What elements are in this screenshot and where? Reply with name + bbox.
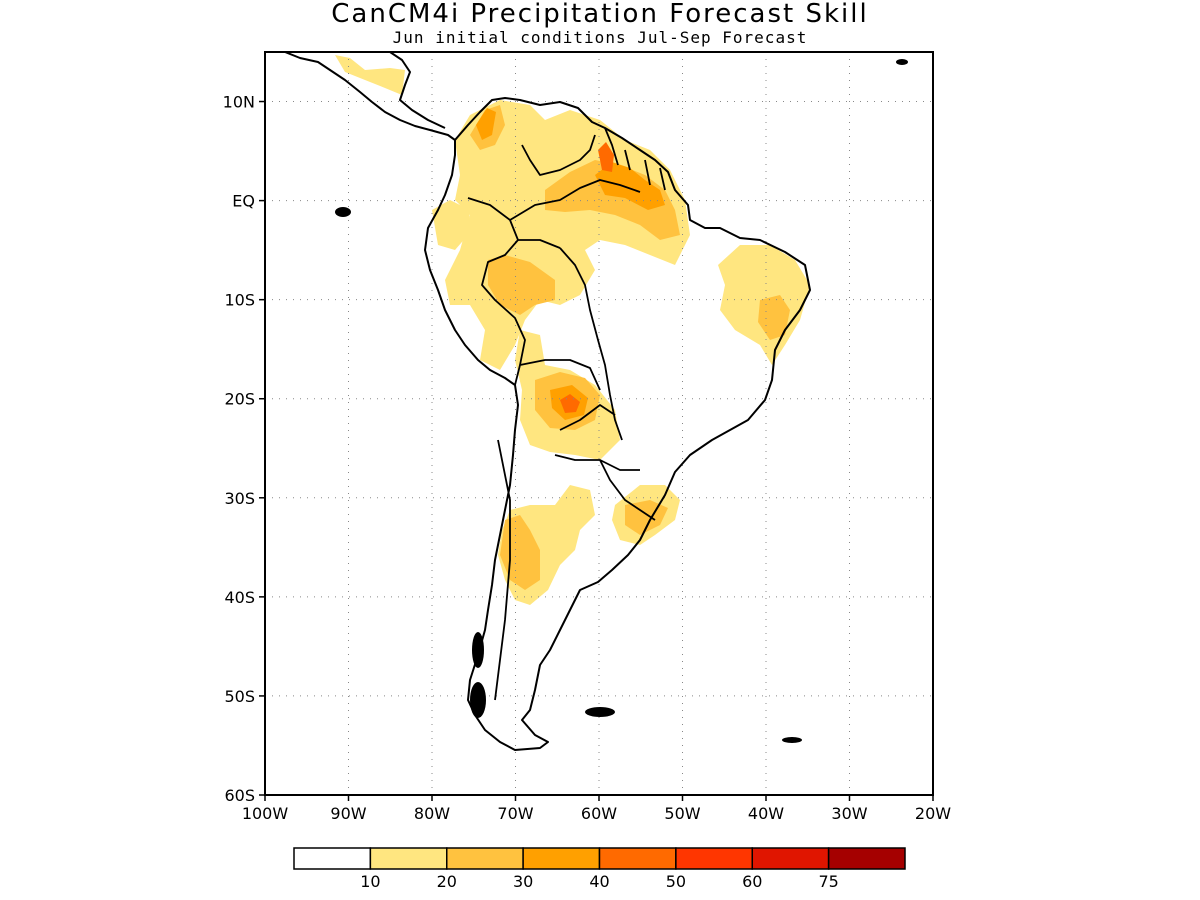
chart-subtitle: Jun initial conditions Jul-Sep Forecast	[392, 28, 808, 47]
colorbar-swatch	[827, 847, 906, 870]
colorbar: 10 20 30 40 50 60 75	[293, 847, 906, 891]
skill-region-guianas-l4	[598, 142, 614, 172]
colorbar-label: 30	[513, 872, 533, 891]
skill-region-ecuador	[432, 200, 470, 250]
colorbar-swatch	[675, 847, 753, 870]
colorbar-swatch	[369, 847, 448, 870]
colorbar-swatch	[751, 847, 830, 870]
colorbar-swatch	[522, 847, 601, 870]
country-borders	[467, 127, 666, 701]
longitude-axis: 100W 90W 80W 70W 60W 50W 40W 30W 20W	[242, 795, 951, 823]
skill-region-guianas-l2	[545, 160, 680, 240]
colorbar-swatch	[293, 847, 372, 870]
colorbar-label: 60	[742, 872, 762, 891]
lon-tick-label: 90W	[330, 804, 366, 823]
lon-tick-label: 50W	[664, 804, 700, 823]
lon-tick-label: 30W	[831, 804, 867, 823]
latitude-axis: 10N EQ 10S 20S 30S 40S 50S 60S	[223, 93, 265, 805]
lon-tick-label: 20W	[915, 804, 951, 823]
central-america-coastline	[284, 52, 456, 141]
lon-tick-label: 100W	[242, 804, 289, 823]
chart-title: CanCM4i Precipitation Forecast Skill	[331, 0, 869, 29]
colorbar-swatch	[598, 847, 677, 870]
islands	[335, 59, 908, 743]
lon-tick-label: 80W	[414, 804, 450, 823]
lat-tick-label: 50S	[224, 687, 255, 706]
lon-tick-label: 40W	[748, 804, 784, 823]
south-georgia	[782, 737, 802, 743]
colorbar-label: 40	[589, 872, 609, 891]
lat-tick-label: 30S	[224, 489, 255, 508]
lon-tick-label: 70W	[497, 804, 533, 823]
south-america-coastline	[424, 97, 811, 751]
skill-region-colombia-l3	[476, 108, 496, 140]
central-america-north-coast	[389, 52, 446, 129]
lat-tick-label: EQ	[232, 192, 255, 211]
lat-tick-label: 10S	[224, 291, 255, 310]
cape-verde-islands	[896, 59, 908, 65]
colorbar-label: 10	[360, 872, 380, 891]
colorbar-label: 50	[666, 872, 686, 891]
colorbar-swatch	[446, 847, 524, 870]
lat-tick-label: 60S	[224, 786, 255, 805]
skill-region-nebrazil-l2	[758, 295, 790, 340]
skill-region-bolivia-l4	[560, 394, 580, 413]
skill-region-central-america	[335, 55, 405, 95]
skill-region-guianas-l3	[595, 162, 665, 210]
lat-tick-label: 40S	[224, 588, 255, 607]
lat-tick-label: 20S	[224, 390, 255, 409]
lat-tick-label: 10N	[223, 93, 255, 112]
southern-chilean-archipelago	[470, 682, 486, 718]
colorbar-label: 75	[818, 872, 838, 891]
colorbar-label: 20	[437, 872, 457, 891]
chilean-archipelago	[472, 632, 484, 668]
coastlines	[284, 52, 811, 751]
falkland-islands	[585, 707, 615, 717]
lon-tick-label: 60W	[581, 804, 617, 823]
galapagos-islands	[335, 207, 351, 217]
